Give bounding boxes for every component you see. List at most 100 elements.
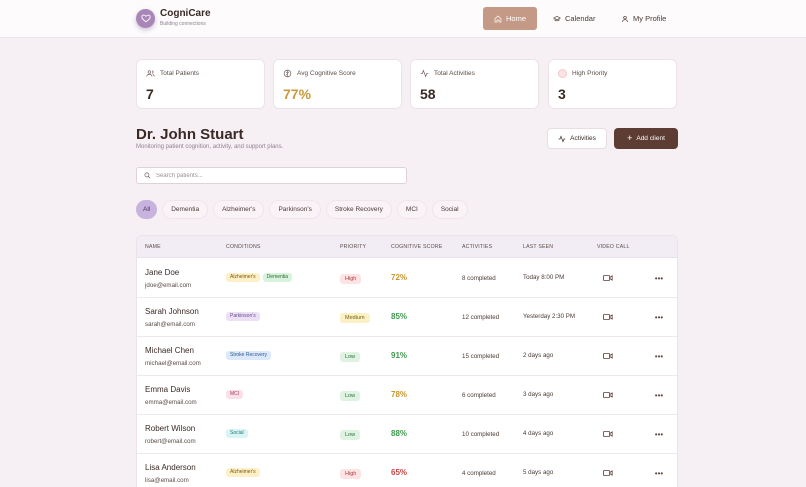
alert-dot-icon [558, 69, 567, 78]
video-camera-icon [602, 392, 613, 398]
add-client-button[interactable]: + Add client [614, 128, 678, 149]
filter-chip-mci[interactable]: MCI [396, 200, 427, 219]
video-call-button[interactable] [602, 351, 613, 361]
conditions-cell: Social [226, 429, 251, 438]
video-call-button[interactable] [602, 273, 613, 283]
patient-name[interactable]: Robert Wilson [145, 424, 196, 433]
conditions-cell: Alzheimer's Dementia [226, 273, 295, 282]
stat-value: 58 [420, 86, 436, 102]
cognitive-score: 78% [391, 390, 408, 399]
page-subtitle: Monitoring patient cognition, activity, … [136, 144, 284, 150]
patient-email: lisa@email.com [145, 477, 189, 484]
stat-card-total-patients: Total Patients 7 [136, 59, 265, 109]
patient-name[interactable]: Jane Doe [145, 268, 180, 277]
table-row[interactable]: Sarah Johnson sarah@email.com Parkinson'… [137, 298, 677, 337]
nav-profile-link[interactable]: My Profile [621, 7, 666, 30]
column-header-last-seen[interactable]: LAST SEEN [523, 244, 554, 250]
activity-icon [420, 69, 429, 78]
column-header-name[interactable]: NAME [145, 244, 161, 250]
priority-badge: High [340, 274, 362, 284]
table-row[interactable]: Emma Davis emma@email.com MCI Low 78% 6 … [137, 376, 677, 415]
column-header-activities[interactable]: ACTIVITIES [462, 244, 493, 250]
brand-logo[interactable]: CogniCare Building connections [136, 8, 211, 28]
search-input[interactable] [156, 172, 396, 179]
stat-card-avg-score: Avg Cognitive Score 77% [273, 59, 402, 109]
last-seen: Today 8:00 PM [523, 274, 565, 281]
priority-cell: Low [340, 391, 361, 401]
plus-icon: + [627, 133, 633, 143]
filter-chip-all[interactable]: All [136, 200, 158, 219]
more-options-icon[interactable]: ••• [654, 312, 664, 322]
video-camera-icon [602, 470, 613, 476]
add-client-label: Add client [636, 135, 665, 142]
patient-email: michael@email.com [145, 360, 201, 367]
patient-name[interactable]: Sarah Johnson [145, 307, 199, 316]
video-call-button[interactable] [602, 468, 613, 478]
condition-tag: Social [226, 429, 248, 438]
video-call-button[interactable] [602, 429, 613, 439]
stat-label: Total Activities [434, 70, 475, 77]
patients-table: NAME CONDITIONS PRIORITY COGNITIVE SCORE… [136, 235, 678, 487]
activities-count: 4 completed [462, 470, 496, 477]
last-seen: 2 days ago [523, 352, 554, 359]
stat-label: High Priority [572, 70, 608, 77]
more-options-icon[interactable]: ••• [654, 351, 664, 361]
cognitive-score: 72% [391, 273, 408, 282]
table-header: NAME CONDITIONS PRIORITY COGNITIVE SCORE… [137, 236, 677, 258]
priority-badge: Low [340, 430, 361, 440]
video-camera-icon [602, 431, 613, 437]
search-icon [144, 172, 151, 179]
video-call-button[interactable] [602, 312, 613, 322]
patient-email: jdoe@email.com [145, 282, 192, 289]
patient-name[interactable]: Lisa Anderson [145, 463, 196, 472]
column-header-conditions[interactable]: CONDITIONS [226, 244, 261, 250]
home-icon [494, 15, 502, 22]
filter-chip-alzheimers[interactable]: Alzheimer's [213, 200, 265, 219]
stat-card-total-activities: Total Activities 58 [410, 59, 539, 109]
priority-badge: Medium [340, 313, 370, 323]
priority-cell: Low [340, 352, 361, 362]
more-options-icon[interactable]: ••• [654, 468, 664, 478]
activities-count: 6 completed [462, 392, 496, 399]
stat-value: 77% [283, 86, 312, 102]
filter-chip-dementia[interactable]: Dementia [162, 200, 209, 219]
heart-icon [136, 8, 155, 28]
nav-home-label: Home [505, 14, 526, 23]
table-row[interactable]: Robert Wilson robert@email.com Social Lo… [137, 415, 677, 454]
condition-tag: MCI [226, 390, 244, 399]
column-header-priority[interactable]: PRIORITY [340, 244, 367, 250]
brand-tagline: Building connections [160, 21, 206, 27]
table-row[interactable]: Jane Doe jdoe@email.com Alzheimer's Demen… [137, 259, 677, 298]
condition-tag: Dementia [262, 273, 293, 282]
video-call-button[interactable] [602, 390, 613, 400]
condition-tag: Alzheimer's [226, 273, 260, 282]
column-header-video-call[interactable]: VIDEO CALL [597, 244, 630, 250]
condition-tag: Parkinson's [226, 312, 260, 321]
filter-chip-parkinsons[interactable]: Parkinson's [269, 200, 321, 219]
patient-name[interactable]: Emma Davis [145, 385, 191, 394]
filter-chip-social[interactable]: Social [431, 200, 468, 219]
nav-calendar-link[interactable]: Calendar [553, 7, 595, 30]
priority-badge: Low [340, 352, 361, 362]
conditions-cell: Parkinson's [226, 312, 263, 321]
stat-value: 3 [558, 86, 566, 102]
filter-chips: All Dementia Alzheimer's Parkinson's Str… [136, 200, 468, 219]
activities-count: 10 completed [462, 431, 500, 438]
conditions-cell: MCI [226, 390, 246, 399]
patient-email: robert@email.com [145, 438, 196, 445]
patient-email: emma@email.com [145, 399, 197, 406]
more-options-icon[interactable]: ••• [654, 429, 664, 439]
more-options-icon[interactable]: ••• [654, 273, 664, 283]
activity-icon [558, 134, 566, 143]
more-options-icon[interactable]: ••• [654, 390, 664, 400]
activities-button[interactable]: Activities [547, 128, 607, 149]
stat-value: 7 [146, 86, 154, 102]
nav-home-button[interactable]: Home [483, 7, 537, 30]
column-header-cognitive-score[interactable]: COGNITIVE SCORE [391, 244, 443, 250]
patient-name[interactable]: Michael Chen [145, 346, 194, 355]
table-row[interactable]: Michael Chen michael@email.com Stroke Re… [137, 337, 677, 376]
filter-chip-stroke-recovery[interactable]: Stroke Recovery [325, 200, 392, 219]
cognitive-score: 85% [391, 312, 408, 321]
table-row[interactable]: Lisa Anderson lisa@email.com Alzheimer's… [137, 454, 677, 487]
priority-cell: High [340, 469, 362, 479]
